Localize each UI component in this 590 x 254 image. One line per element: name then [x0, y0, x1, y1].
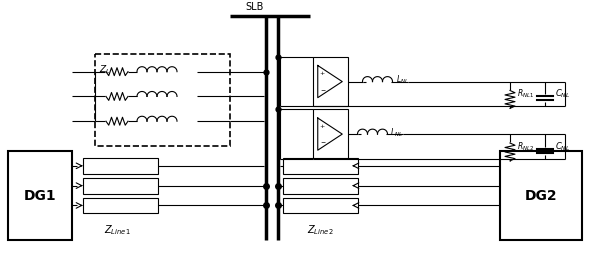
- Text: $-$: $-$: [320, 87, 326, 92]
- Text: $C_{NL}$: $C_{NL}$: [555, 140, 570, 153]
- Text: +: +: [320, 71, 325, 76]
- Text: $-$: $-$: [320, 140, 326, 145]
- Text: $Z_L$: $Z_L$: [99, 64, 110, 76]
- Text: $L_{NL}$: $L_{NL}$: [395, 74, 408, 86]
- Text: +: +: [320, 123, 325, 129]
- Bar: [283, 178, 358, 194]
- Text: $Z_{Line1}$: $Z_{Line1}$: [104, 223, 131, 237]
- Text: $R_{NL2}$: $R_{NL2}$: [517, 140, 534, 153]
- Text: $R_{NL1}$: $R_{NL1}$: [517, 88, 534, 100]
- Bar: [83, 178, 158, 194]
- Text: DG2: DG2: [525, 188, 558, 202]
- Text: DG1: DG1: [24, 188, 56, 202]
- Text: SLB: SLB: [246, 2, 264, 12]
- Bar: [8, 151, 72, 240]
- Text: $Z_{Line2}$: $Z_{Line2}$: [307, 223, 334, 237]
- Bar: [283, 198, 358, 213]
- Bar: [313, 109, 348, 159]
- Text: $C_{NL}$: $C_{NL}$: [555, 88, 570, 100]
- Text: $L_{NL}$: $L_{NL}$: [391, 126, 404, 139]
- Bar: [95, 54, 230, 146]
- Bar: [313, 57, 348, 106]
- Bar: [283, 158, 358, 174]
- Bar: [500, 151, 582, 240]
- Bar: [83, 158, 158, 174]
- Bar: [83, 198, 158, 213]
